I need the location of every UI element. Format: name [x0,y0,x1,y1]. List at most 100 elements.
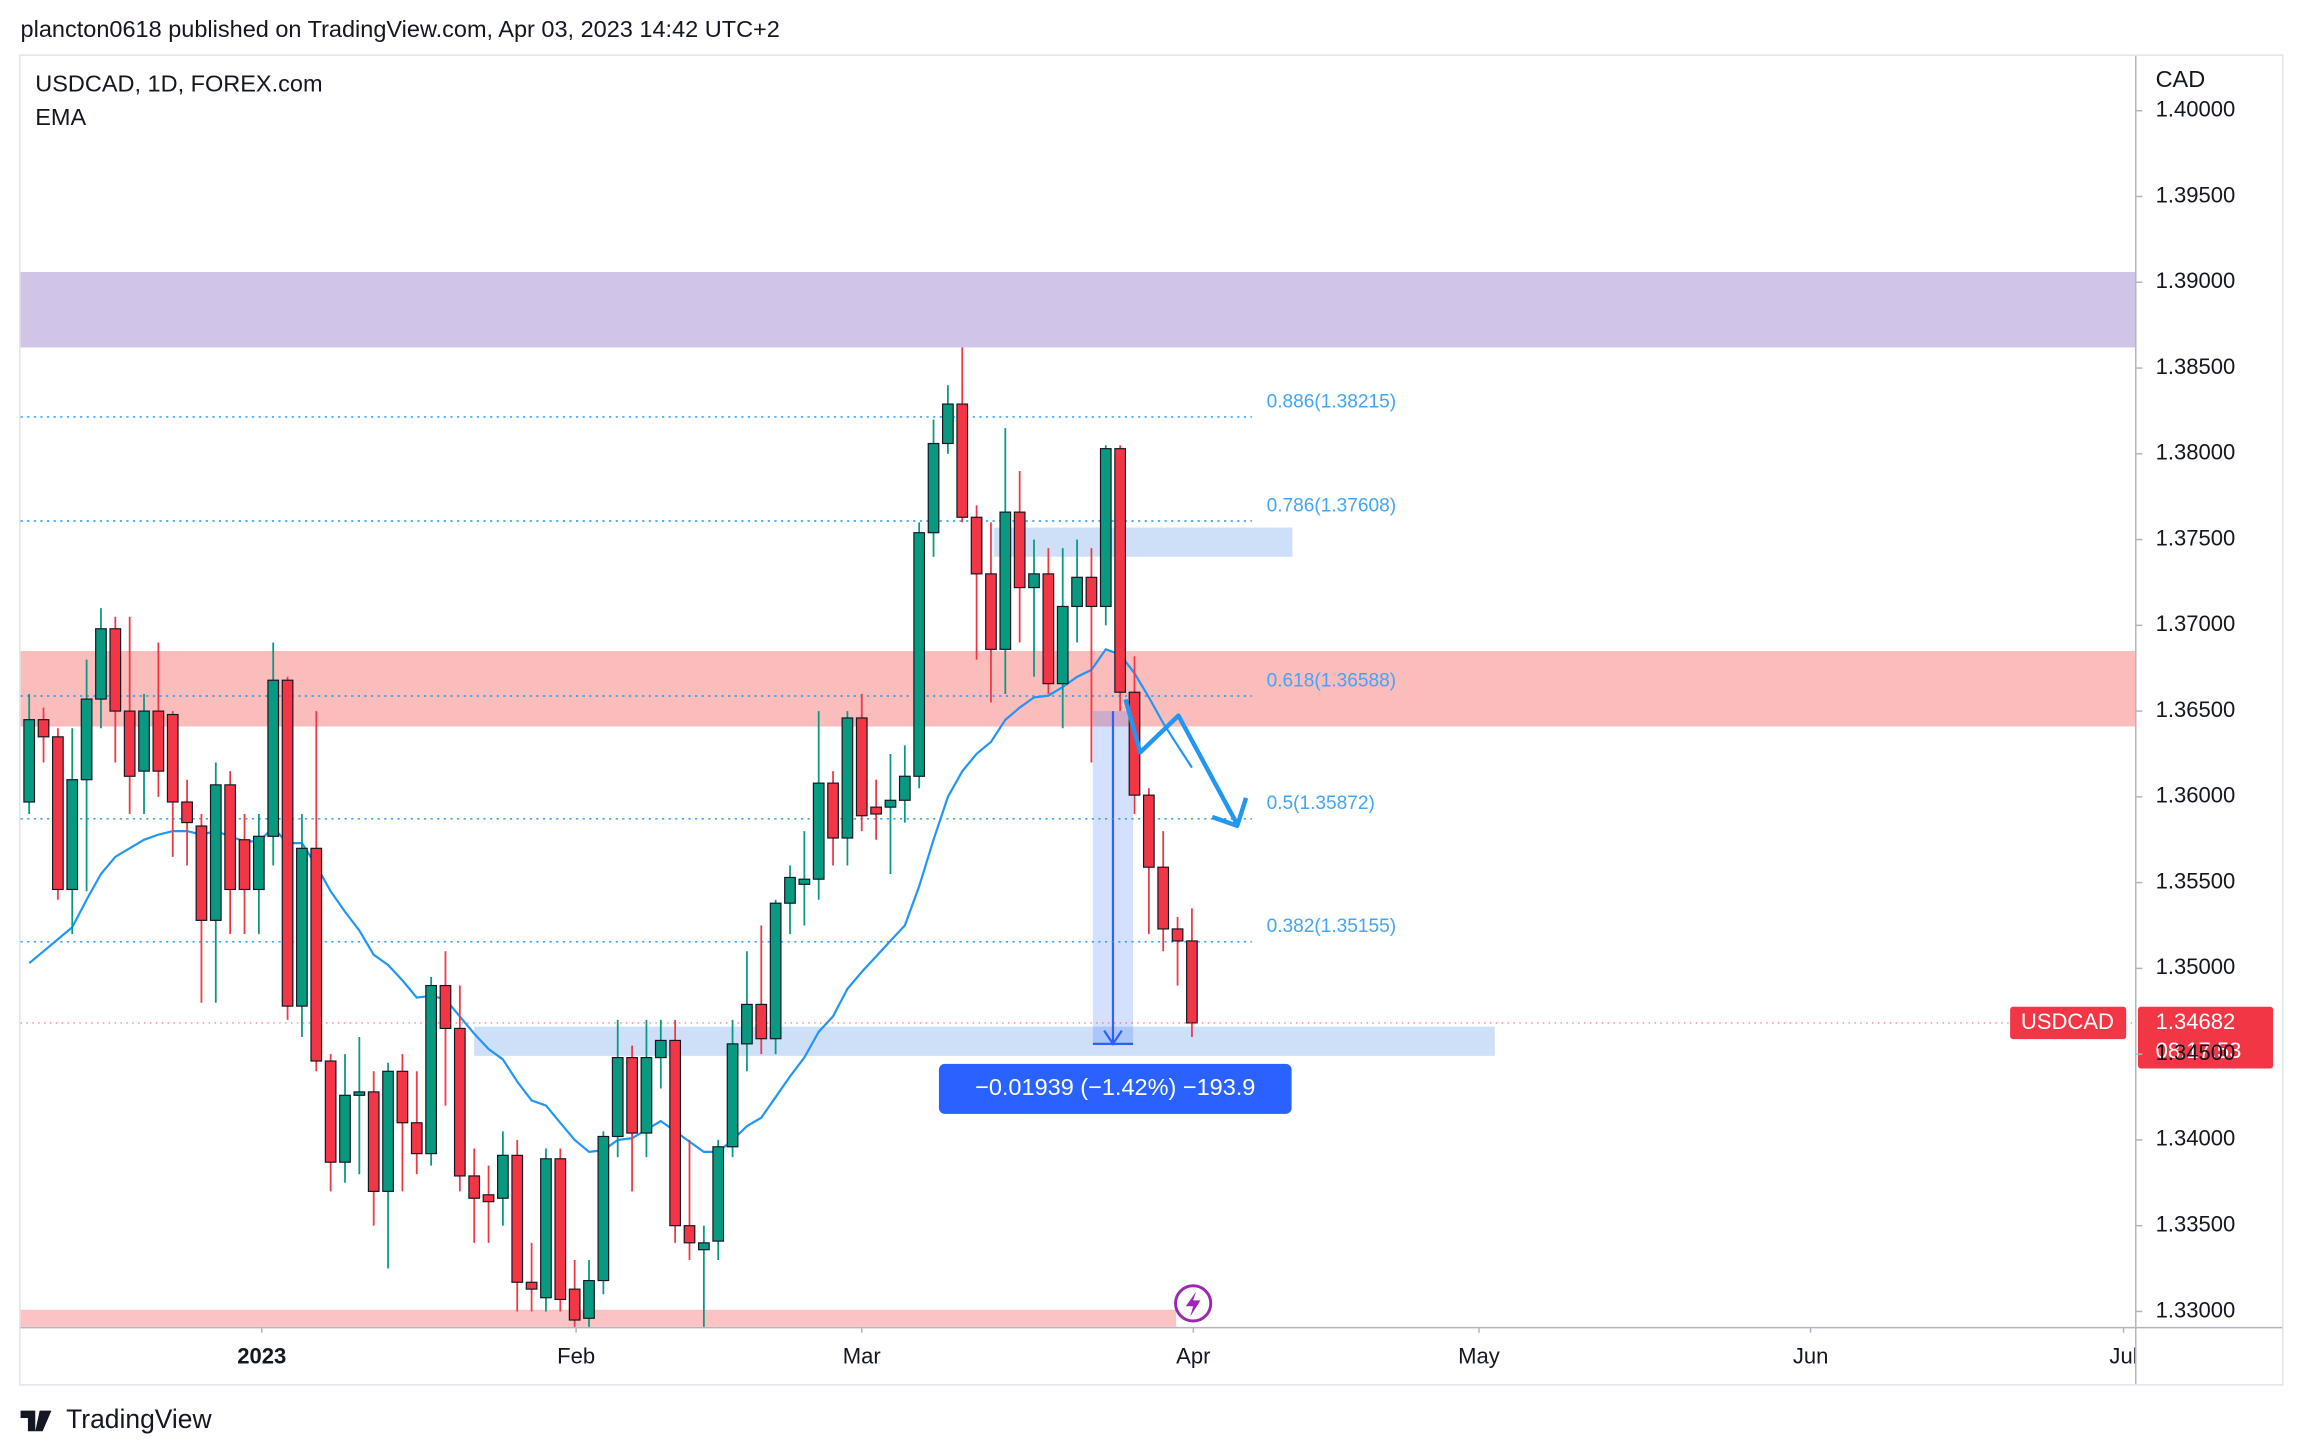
fib-label: 0.886(1.38215) [1267,391,1397,412]
zone [993,527,1293,557]
x-tick-label: Apr [1176,1344,1210,1369]
candle-body [382,1070,394,1192]
candle-body [812,782,825,880]
candle-body [884,799,897,808]
x-tick-label: Jul [2109,1344,2137,1369]
candle-body [37,719,50,738]
zone [20,271,2136,348]
x-tick-label: Jun [1793,1344,1829,1369]
y-tick-label: 1.33000 [2156,1297,2236,1322]
candle-body [683,1225,696,1244]
candle-body [195,825,208,921]
overlay: 0.886(1.38215) 0.786(1.37608) 0.618(1.3658… [938,391,2274,1114]
candle-body [1085,576,1098,608]
candle-body [741,1003,753,1045]
plot [20,271,2136,1327]
candle-body [238,839,251,891]
header: plancton0618 published on TradingView.co… [21,16,780,42]
candle-body [898,775,911,801]
candle-body [1171,928,1184,942]
candle-body [841,717,854,839]
candle-body [697,1242,710,1251]
candle-body [1028,573,1040,589]
measure-label-bg [938,1063,1292,1114]
measure-label: −0.01939 (−1.42%) −193.9 [975,1074,1255,1100]
candle-body [525,1281,538,1290]
candle-body [1042,573,1055,685]
price-tag: 1.34682 [2156,1009,2236,1034]
y-tick-label: 1.36000 [2156,783,2236,808]
candle-body [181,801,193,824]
candle-body [769,902,782,1040]
candle-body [726,1043,739,1148]
candle-body [985,573,997,650]
logo-text: TradingView [66,1404,212,1434]
frame [19,54,2284,1386]
candle-body [410,1122,423,1155]
candle-body [224,784,237,891]
candle-body [540,1158,552,1299]
candle-body [109,628,122,712]
y-tick-label: 1.34500 [2156,1040,2236,1065]
symbol-title: USDCAD, 1D, FOREX.com [35,70,322,96]
candle-body [913,532,926,777]
candle-body [482,1194,495,1203]
candle-body [956,403,969,518]
candle-body [583,1279,595,1319]
candle-body [95,628,107,700]
fib-label: 0.5(1.35872) [1267,793,1375,814]
candle-body [310,847,323,1062]
y-tick-label: 1.34000 [2156,1126,2236,1151]
x-tick-label: 2023 [237,1344,286,1369]
candle-body [123,710,136,777]
candle-body [252,835,265,891]
candle-body [927,442,940,534]
currency: CAD [2156,66,2206,92]
y-tick-label: 1.35500 [2156,868,2236,893]
candle-body [367,1091,380,1192]
candle-body [1071,576,1083,608]
zone [20,1309,1177,1327]
candle-body [267,679,280,837]
candle-body [554,1158,567,1301]
candle-body [511,1154,524,1283]
candle-body [827,782,839,839]
candle-body [353,1091,366,1096]
y-tick-label: 1.37000 [2156,611,2236,636]
zone [474,1026,1495,1056]
y-tick-label: 1.40000 [2156,97,2236,122]
y-tick-label: 1.36500 [2156,697,2236,722]
fib-label: 0.382(1.35155) [1267,916,1397,937]
fib-label: 0.618(1.36588) [1267,670,1397,691]
candle-body [654,1039,667,1059]
candle-body [1186,940,1198,1024]
candle-body [281,679,294,1007]
y-tick-label: 1.35000 [2156,954,2236,979]
candle-body [1114,448,1127,693]
candle-body [784,876,796,904]
candle-body [396,1070,409,1124]
candle-body [80,698,93,781]
candle-body [439,984,452,1030]
candle-body [1142,794,1155,868]
logo-dot [39,1411,47,1419]
candle-body [942,403,954,445]
x-tick-label: Mar [843,1344,881,1369]
x-axis: 2023 Feb Mar Apr May Jun Jul [237,1326,2137,1369]
candle-body [52,736,64,891]
arrow-head [1211,797,1249,829]
candle-body [611,1056,624,1138]
candle-body [1013,511,1026,589]
candle-body [640,1056,653,1134]
candle-body [1157,866,1170,930]
candle-body [1056,605,1069,685]
candle-body [870,806,882,815]
x-tick-label: Feb [557,1344,595,1369]
candle-body [468,1175,481,1199]
candle-body [453,1027,466,1177]
candle-body [568,1288,581,1321]
y-tick-label: 1.38500 [2156,354,2236,379]
y-tick-label: 1.33500 [2156,1212,2236,1237]
